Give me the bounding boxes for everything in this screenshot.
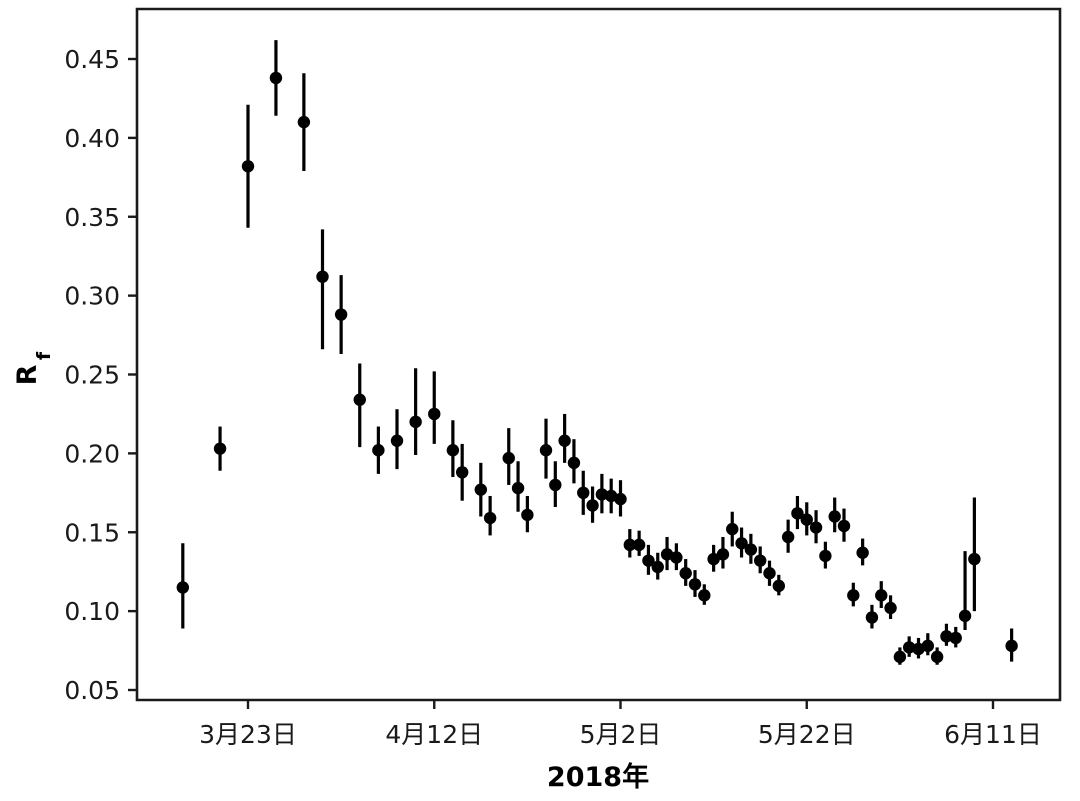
axis-frame (135, 7, 1062, 702)
data-point (726, 522, 739, 536)
data-point (651, 560, 664, 574)
data-point (856, 546, 869, 559)
data-point (930, 650, 944, 664)
data-point (567, 456, 581, 470)
data-point (213, 442, 227, 455)
data-point (269, 71, 283, 85)
y-tick-label: 0.20 (64, 439, 120, 468)
errorbar-series (181, 40, 1014, 665)
data-point (614, 492, 627, 506)
data-point (241, 160, 255, 173)
data-point (604, 489, 618, 503)
data-point (837, 519, 851, 533)
data-point (353, 393, 366, 406)
data-point (474, 483, 488, 496)
x-tick-label: 5月2日 (580, 720, 662, 749)
data-point (968, 552, 981, 566)
y-tick-label: 0.30 (64, 282, 120, 311)
data-point (586, 499, 599, 512)
data-point (735, 537, 748, 550)
data-point (297, 115, 311, 129)
data-point (623, 538, 637, 552)
data-point (176, 581, 190, 594)
data-point (390, 434, 404, 447)
y-axis-ticks: 0.05 0.10 0.15 0.20 0.25 0.30 0.35 0.40 0.45 (64, 45, 137, 705)
data-point (781, 530, 795, 544)
data-point (912, 642, 925, 656)
data-point (949, 631, 962, 645)
data-point (455, 466, 469, 479)
x-tick-label: 6月11日 (944, 720, 1042, 749)
data-point (428, 407, 441, 421)
data-point (940, 630, 953, 643)
data-point (716, 548, 730, 561)
data-point (921, 639, 935, 653)
x-axis-ticks: 3月23日 4月12日 5月2日 5月22日 6月11日 (199, 700, 1042, 749)
data-point (688, 578, 702, 591)
data-point-series (176, 71, 1018, 664)
data-point (334, 308, 348, 321)
y-tick-label: 0.05 (64, 676, 120, 705)
y-tick-label: 0.15 (64, 518, 120, 547)
data-point (409, 415, 422, 429)
data-point (372, 444, 385, 457)
data-point (1005, 639, 1018, 653)
data-point (502, 451, 515, 465)
data-point (698, 589, 711, 602)
data-point (316, 270, 329, 283)
x-tick-label: 5月22日 (758, 720, 856, 749)
data-point (828, 510, 841, 523)
data-point (819, 549, 832, 563)
data-point (660, 548, 674, 561)
data-point (875, 589, 888, 602)
data-point (595, 488, 609, 501)
data-point (744, 543, 758, 556)
y-tick-label: 0.25 (64, 361, 120, 390)
data-point (772, 579, 786, 593)
data-point (847, 589, 860, 602)
data-point (753, 554, 767, 567)
data-point (893, 650, 907, 664)
y-tick-label: 0.45 (64, 45, 120, 74)
data-point (670, 551, 683, 564)
data-point (800, 513, 813, 526)
x-tick-label: 4月12日 (385, 720, 483, 749)
data-point (539, 444, 553, 457)
data-point (707, 552, 720, 566)
y-tick-label: 0.35 (64, 203, 120, 232)
data-point (511, 481, 525, 495)
data-point (958, 609, 972, 623)
y-axis-title-main: R (12, 364, 43, 385)
data-point (902, 641, 916, 654)
data-point (642, 554, 655, 567)
y-tick-label: 0.40 (64, 124, 120, 153)
data-point (549, 478, 562, 492)
data-point (446, 444, 460, 457)
x-axis-title: 2018年 (547, 761, 649, 793)
data-point (791, 507, 804, 520)
data-point (865, 611, 879, 624)
data-point (558, 434, 571, 447)
data-point (483, 511, 497, 525)
data-point (679, 567, 692, 580)
data-point (884, 601, 897, 615)
y-tick-label: 0.10 (64, 597, 120, 626)
data-point (809, 521, 823, 534)
data-point (632, 538, 646, 552)
x-tick-label: 3月23日 (199, 720, 297, 749)
data-point (763, 567, 776, 580)
plot-axes (135, 7, 1062, 702)
y-axis-title-subscript: f (33, 351, 55, 360)
data-point (521, 508, 534, 522)
data-point (577, 486, 590, 500)
y-axis-title: R f (12, 351, 55, 385)
